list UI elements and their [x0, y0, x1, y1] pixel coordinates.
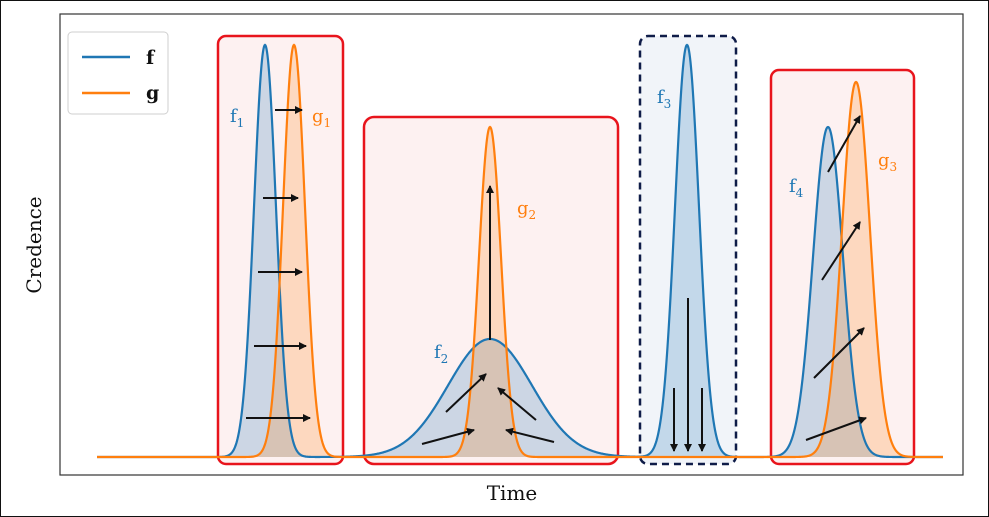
- highlight-box-3-dashed: [638, 34, 738, 466]
- arrow-diag-4b: [821, 221, 861, 281]
- curve-fill-g-3: [800, 82, 912, 457]
- arrow-in-2c: [497, 387, 537, 421]
- arrow-diag-4c: [813, 327, 865, 379]
- arrow-in-2b: [421, 427, 475, 445]
- arrow-in-2d: [505, 427, 555, 443]
- curve-fill-f-2: [322, 339, 658, 457]
- x-axis-label: Time: [487, 481, 538, 505]
- highlight-box-4: [769, 68, 916, 466]
- arrow-diag-4a: [827, 115, 861, 173]
- arrow-in-2a: [445, 373, 487, 413]
- label-f2: f2: [434, 342, 448, 366]
- arrow-diag-4d: [805, 416, 867, 441]
- arrows-layer: [246, 106, 867, 452]
- label-f3: f3: [657, 87, 671, 111]
- legend-label-f: f: [146, 47, 156, 69]
- y-axis-label: Credence: [22, 196, 46, 293]
- label-g2: g2: [517, 198, 536, 222]
- label-g3: g3: [878, 150, 897, 174]
- legend: f g: [67, 31, 169, 115]
- curve-fill-g-1: [250, 45, 338, 457]
- label-g1: g1: [312, 106, 331, 130]
- curve-labels: f1 g1 f2 g2 f3 f4 g3: [230, 87, 897, 366]
- curve-fill-f-4: [768, 127, 888, 457]
- curve-line-f: [97, 43, 943, 459]
- curve-fill-f-3: [639, 45, 735, 457]
- label-f4: f4: [789, 176, 804, 200]
- label-f1: f1: [230, 106, 244, 130]
- curve-line-g: [97, 43, 943, 459]
- curve-fill-f-1: [221, 45, 309, 457]
- legend-label-g: g: [146, 82, 159, 104]
